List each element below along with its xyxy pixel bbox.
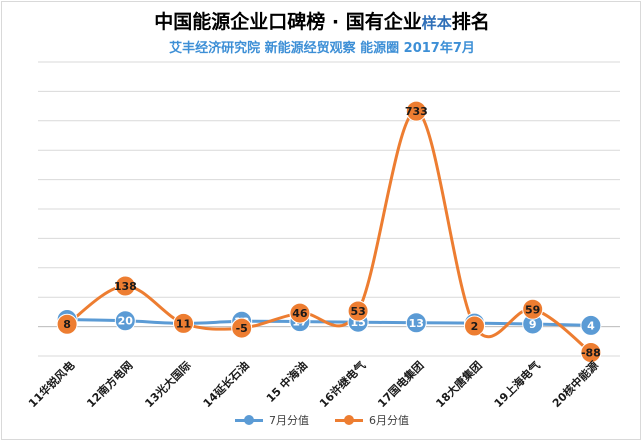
chart-title-suffix: 排名: [451, 11, 490, 33]
data-point: [464, 315, 485, 337]
data-label: 138: [114, 280, 137, 293]
legend-item-june: 6月分值: [335, 412, 409, 428]
data-point: [289, 302, 311, 324]
x-tick-label: 18大唐集团: [433, 358, 485, 410]
data-point: [405, 312, 427, 334]
chart-subtitle: 艾丰经济研究院 新能源经贸观察 能源圈 2017年7月: [169, 41, 475, 56]
x-tick-label: 12南方电网: [84, 358, 136, 410]
data-point: [580, 314, 602, 336]
data-point: [347, 300, 369, 322]
data-label: 11: [176, 317, 191, 330]
x-tick-label: 11华锐风电: [25, 358, 77, 410]
series-lines: [66, 109, 592, 354]
chart-title-main: 中国能源企业口碑榜 · 国有企业: [154, 11, 422, 33]
chart-title-sample: 样本: [421, 14, 452, 32]
data-label: 733: [405, 105, 428, 118]
data-point: [580, 341, 602, 363]
x-tick-label: 13光大国际: [142, 358, 194, 410]
legend: 7月分值 6月分值: [0, 412, 644, 428]
chart-title: 中国能源企业口碑榜 · 国有企业样本排名: [0, 7, 644, 34]
x-tick-label: 17国电集团: [375, 358, 427, 410]
legend-label-june: 6月分值: [369, 414, 409, 427]
data-label: 13: [409, 317, 424, 330]
x-tick-label: 14延长石油: [200, 358, 252, 410]
data-label: 53: [350, 305, 365, 318]
x-tick-label: 15 中海油: [263, 358, 310, 405]
x-axis-labels: 11华锐风电 12南方电网 13光大国际 14延长石油 15 中海油 16许继电气 17国电…: [25, 358, 601, 410]
data-point: [522, 298, 544, 320]
x-tick-label: 20核中能源: [549, 358, 601, 410]
legend-label-july: 7月分值: [269, 414, 309, 427]
data-label: -88: [581, 346, 601, 359]
data-label: 46: [292, 307, 308, 320]
x-tick-label: 19上海电气: [491, 358, 543, 410]
x-tick-label: 16许继电气: [316, 358, 368, 410]
legend-swatch-june: [335, 414, 363, 426]
data-point: [114, 275, 136, 297]
data-label: 8: [63, 318, 71, 331]
data-label: 20: [118, 315, 134, 328]
data-point: [56, 313, 78, 335]
data-label: 4: [587, 319, 595, 332]
data-point: [231, 317, 253, 339]
series-line-june: [66, 109, 592, 354]
data-point: [173, 312, 194, 334]
data-label: 9: [529, 318, 537, 331]
data-label: 2: [471, 320, 479, 333]
data-label: 59: [525, 303, 540, 316]
legend-swatch-july: [235, 414, 263, 426]
data-point: [405, 100, 427, 122]
legend-item-july: 7月分值: [235, 412, 309, 428]
data-point: [114, 310, 136, 332]
data-label: -5: [236, 322, 248, 335]
